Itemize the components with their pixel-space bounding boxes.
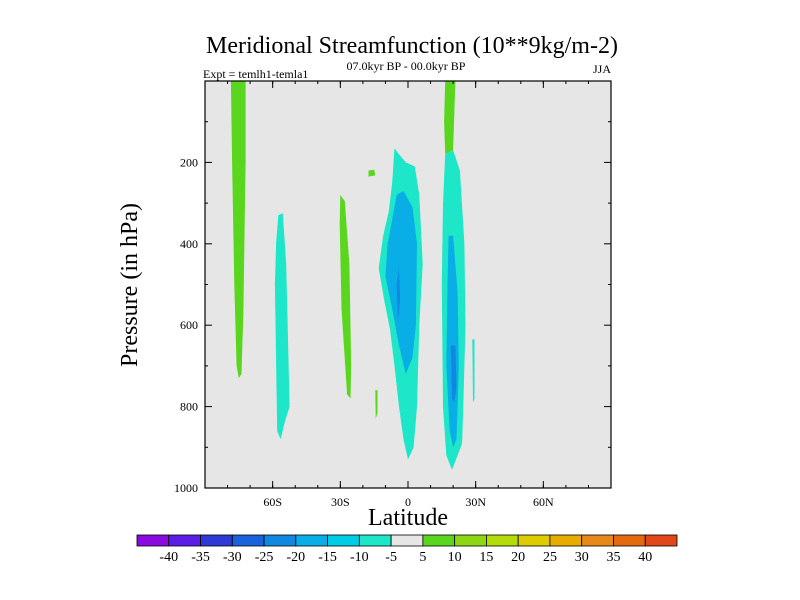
y-axis-label: Pressure (in hPa) xyxy=(117,203,143,367)
colorbar-label: -20 xyxy=(286,550,305,565)
colorbar-box xyxy=(549,534,583,547)
region-neg-29n-sliver xyxy=(472,339,475,403)
colorbar-label: 20 xyxy=(511,550,525,565)
colorbar-box xyxy=(644,534,678,547)
colorbar-label: 15 xyxy=(479,550,493,565)
colorbar-box xyxy=(263,534,297,547)
colorbar-box xyxy=(200,534,233,547)
season-label: JJA xyxy=(593,62,611,76)
x-axis-label: Latitude xyxy=(368,505,448,531)
y-tick-label: 600 xyxy=(180,318,198,332)
region-neg-20n-core xyxy=(446,235,459,448)
colorbar-box xyxy=(581,534,614,547)
colorbar-box xyxy=(136,534,170,547)
region-neg-20n-max xyxy=(450,345,457,403)
experiment-label: Expt = temlh1-temla1 xyxy=(203,67,308,81)
y-tick-label: 400 xyxy=(180,237,198,251)
colorbar-label: -15 xyxy=(318,550,337,565)
colorbar-label: 5 xyxy=(419,550,426,565)
colorbar-label: -40 xyxy=(159,550,178,565)
region-neg-equator-core xyxy=(385,190,417,374)
colorbar-label: 10 xyxy=(448,550,462,565)
colorbar-box xyxy=(295,534,328,547)
region-neg-equator-max xyxy=(396,268,401,322)
colorbar-box xyxy=(390,534,424,547)
region-neg-60s xyxy=(274,213,290,440)
x-tick-label: 30S xyxy=(331,495,350,509)
y-tick-label: 1000 xyxy=(174,481,198,495)
region-pos-80s xyxy=(230,81,246,379)
colorbar-box xyxy=(613,534,646,547)
x-tick-label: 60N xyxy=(533,495,554,509)
y-tick-label: 200 xyxy=(180,155,198,169)
colorbar-box xyxy=(422,534,456,547)
region-pos-small-14s-sliver xyxy=(375,390,378,419)
colorbar-label: -25 xyxy=(255,550,274,565)
colorbar-label: 25 xyxy=(543,550,557,565)
colorbar-box xyxy=(517,534,551,547)
colorbar-label: 35 xyxy=(606,550,620,565)
colorbar-label: -30 xyxy=(223,550,242,565)
colorbar-box xyxy=(358,534,392,547)
colorbar-label: 40 xyxy=(638,550,652,565)
time-range-label: 07.0kyr BP - 00.0kyr BP xyxy=(347,59,466,73)
colorbar-label: -5 xyxy=(385,550,397,565)
x-tick-label: 0 xyxy=(405,495,411,509)
colorbar-label: -35 xyxy=(191,550,210,565)
colorbar-box xyxy=(327,534,360,547)
region-pos-18n xyxy=(444,81,456,155)
y-tick-label: 800 xyxy=(180,400,198,414)
chart-title: Meridional Streamfunction (10**9kg/m-2) xyxy=(206,33,618,59)
x-tick-label: 30N xyxy=(465,495,486,509)
region-pos-small-16s-blob xyxy=(368,169,376,177)
colorbar-box xyxy=(231,534,265,547)
colorbar-box xyxy=(486,534,519,547)
colorbar-box xyxy=(168,534,201,547)
x-tick-label: 60S xyxy=(263,495,282,509)
region-pos-30s xyxy=(339,195,352,399)
colorbar-label: 30 xyxy=(575,550,589,565)
colorbar-box xyxy=(454,534,487,547)
colorbar-label: -10 xyxy=(350,550,369,565)
